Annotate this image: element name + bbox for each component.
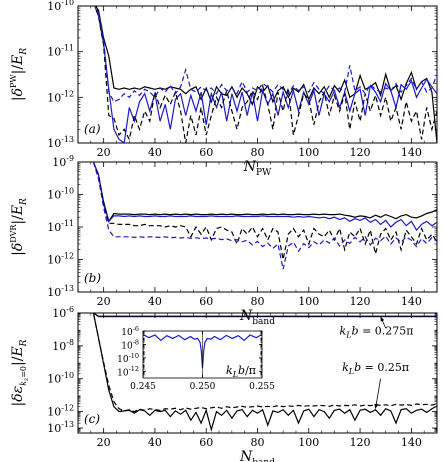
panel-a-ylabel: |δPW|/ER [9, 48, 29, 101]
panel-c: 20 40 60 80 100 120 14010-1310-1210-1010-810-6… [10, 305, 438, 462]
panel-a: 20 40 60 80 100 120 140 10-13 10-12 10-11 10-10 (a… [9, 0, 438, 178]
x-tick-label: 60 [199, 436, 213, 449]
panel-a-ticks: 20 40 60 80 100 120 140 10-13 10-12 10-11 10-10 [47, 0, 438, 159]
y-tick-label: 10-6 [121, 325, 139, 338]
x-tick-label: 60 [199, 295, 213, 308]
panel-b: 20 40 60 80 100 120 140 10-13 10-12 10-11 10-10 10-… [9, 154, 438, 327]
x-tick-label: 120 [350, 295, 371, 308]
y-tick-label: 10-6 [52, 305, 74, 320]
y-tick-label: 10-10 [47, 371, 74, 386]
x-tick-label: 120 [350, 146, 371, 159]
panel-c-xlabel: Nband [239, 449, 275, 462]
panel-a-xlabel: NPW [243, 159, 272, 178]
annotation-0275: kLb = 0.275π [340, 316, 414, 339]
y-tick-label: 10-13 [47, 420, 74, 435]
x-tick-label: 20 [97, 436, 111, 449]
x-tick-label: 0.255 [249, 382, 275, 392]
y-tick-label: 10-10 [117, 352, 139, 365]
panel-b-ylabel: |δDVR|/ER [9, 198, 29, 256]
series-line-3 [92, 162, 437, 270]
series-line-0 [92, 162, 437, 223]
y-tick-label: 10-12 [47, 89, 74, 104]
series-line-1 [94, 6, 437, 143]
y-tick-label: 10-10 [47, 0, 74, 13]
x-tick-label: 20 [97, 146, 111, 159]
x-tick-label: 140 [401, 436, 422, 449]
panel-a-frame [77, 5, 438, 144]
x-tick-label: 140 [401, 295, 422, 308]
x-tick-label: 80 [251, 146, 265, 159]
x-tick-label: 100 [298, 436, 319, 449]
panel-b-ticks: 20 40 60 80 100 120 140 10-13 10-12 10-11 10-10 10-… [47, 154, 438, 308]
series-line-1 [92, 162, 437, 232]
series-line-2 [94, 6, 437, 143]
x-tick-label: 20 [97, 295, 111, 308]
x-tick-label: 0.245 [130, 382, 156, 392]
series-line-2 [92, 162, 437, 260]
annotation-label-025: kLb = 0.25π [342, 361, 409, 376]
panel-b-frame [77, 161, 438, 293]
x-tick-label: 80 [251, 436, 265, 449]
x-tick-label: 0.250 [190, 382, 216, 392]
inset-xlabel: kLb/π [226, 364, 256, 379]
x-tick-label: 60 [199, 146, 213, 159]
annotation-025: kLb = 0.25π [342, 361, 409, 409]
series-line-3 [94, 6, 437, 103]
panel-a-lines [94, 6, 437, 143]
series-line-1 [92, 313, 437, 413]
y-tick-label: 10-12 [47, 404, 74, 419]
y-tick-label: 10-13 [47, 135, 74, 150]
annotation-arrowhead-1 [374, 403, 379, 409]
x-tick-label: 120 [350, 436, 371, 449]
panel-b-lines [92, 162, 437, 270]
series-line-0 [92, 313, 437, 432]
panel-b-label: (b) [84, 271, 101, 285]
series-line-3 [92, 313, 437, 317]
y-tick-label: 10-12 [117, 365, 139, 378]
inset-lines [143, 331, 262, 378]
y-tick-label: 10-11 [47, 219, 74, 234]
series-line-0 [94, 6, 437, 143]
annotation-arrow-025 [375, 378, 381, 409]
x-tick-label: 40 [148, 295, 162, 308]
y-tick-label: 10-9 [52, 154, 74, 169]
x-tick-label: 40 [148, 146, 162, 159]
x-tick-label: 140 [401, 146, 422, 159]
x-tick-label: 40 [148, 436, 162, 449]
y-tick-label: 10-8 [52, 338, 74, 353]
x-tick-label: 100 [298, 146, 319, 159]
panel-c-label: (c) [84, 412, 100, 426]
panel-c-ylabel: |δεkz=0|/ER [10, 339, 30, 406]
y-tick-label: 10-8 [121, 338, 139, 351]
panel-c-lines [92, 313, 437, 432]
annotation-arrowhead-0 [380, 316, 385, 322]
y-tick-label: 10-10 [47, 187, 74, 202]
panel-a-label: (a) [84, 122, 101, 136]
y-tick-label: 10-13 [47, 284, 74, 299]
y-tick-label: 10-11 [47, 44, 74, 59]
x-tick-label: 80 [251, 295, 265, 308]
y-tick-label: 10-12 [47, 252, 74, 267]
annotation-label-0275: kLb = 0.275π [340, 324, 414, 339]
x-tick-label: 100 [298, 295, 319, 308]
